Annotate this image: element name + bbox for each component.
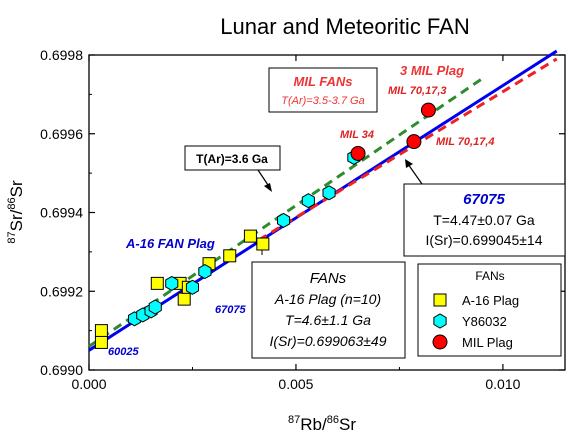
x-axis-ticks: 0.000 0.005 0.010 [71, 55, 521, 392]
box-fans [251, 261, 406, 359]
label-67075-point: 67075 [215, 304, 246, 316]
isochron-line-red [257, 57, 558, 242]
tar-text: T(Ar)=3.6 Ga [196, 152, 268, 166]
y-tick-label: 0.6992 [40, 283, 83, 299]
data-point [243, 229, 257, 243]
legend: FANs A-16 Plag Y86032 MIL Plag [417, 263, 562, 357]
data-point [165, 275, 179, 291]
data-point [322, 185, 336, 201]
mil-fans-title: MIL FANs [294, 74, 353, 89]
x-axis-label: 87Rb/86Sr [288, 414, 356, 434]
x-axis-label-base2: Sr [339, 415, 356, 434]
y-tick-label: 0.6994 [40, 205, 83, 221]
data-point [223, 249, 237, 263]
box-fans-title: FANs [310, 270, 347, 287]
legend-label: MIL Plag [462, 335, 513, 350]
chart-title: Lunar and Meteoritic FAN [220, 14, 469, 39]
box-67075-line1: T=4.47±0.07 Ga [433, 212, 535, 228]
data-point [94, 324, 108, 338]
data-point [420, 102, 436, 118]
y-axis-label-sup1: 87 [6, 231, 18, 243]
box-67075-title: 67075 [463, 191, 505, 208]
y-tick-label: 0.6990 [40, 362, 83, 378]
label-3-mil-plag: 3 MIL Plag [400, 63, 464, 78]
box-fans-line2: T=4.6±1.1 Ga [285, 312, 371, 328]
box-fans-line3: I(Sr)=0.699063±49 [269, 333, 386, 349]
box-fans-line1: A-16 Plag (n=10) [274, 291, 381, 307]
legend-items: A-16 Plag Y86032 MIL Plag [432, 293, 519, 350]
box-67075-arrowhead [405, 159, 413, 168]
label-mil70173: MIL 70,17,3 [388, 85, 447, 97]
data-point [301, 193, 315, 209]
label-mil34: MIL 34 [340, 129, 374, 141]
y-axis-label: 87Sr/86Sr [6, 180, 26, 244]
x-axis-label-sup2: 86 [327, 414, 339, 426]
legend-title: FANs [475, 269, 504, 283]
mil-fans-tar: T(Ar)=3.5-3.7 Ga [281, 95, 364, 107]
label-60025: 60025 [108, 346, 139, 358]
y-tick-label: 0.6998 [40, 47, 83, 63]
y-tick-label: 0.6996 [40, 126, 83, 142]
x-axis-label-base1: Rb/ [300, 415, 327, 434]
data-points [94, 102, 436, 349]
box-67075 [403, 183, 566, 257]
data-point [198, 264, 212, 280]
legend-marker [432, 334, 448, 350]
data-point [256, 237, 270, 251]
y-axis-label-base2: Sr [7, 180, 26, 197]
label-a16-fan-plag: A-16 FAN Plag [125, 236, 215, 251]
y-axis-label-base1: Sr/ [7, 209, 26, 231]
label-mil70174: MIL 70,17,4 [436, 136, 495, 148]
x-tick-label: 0.010 [485, 376, 520, 392]
data-point [177, 292, 191, 306]
box-67075-arrow [407, 163, 423, 185]
box-67075-line2: I(Sr)=0.699045±14 [425, 232, 542, 248]
data-point [350, 145, 366, 161]
legend-label: Y86032 [462, 314, 507, 329]
tar-box [184, 145, 281, 171]
data-point [94, 335, 108, 349]
y-axis-label-sup2: 86 [6, 197, 18, 209]
data-point [277, 212, 291, 228]
legend-marker [433, 293, 447, 307]
legend-marker [433, 313, 447, 329]
y-axis-ticks: 0.6990 0.6992 0.6994 0.6996 0.6998 [40, 47, 565, 378]
data-point [185, 279, 199, 295]
x-tick-label: 0.005 [278, 376, 313, 392]
data-point [148, 299, 162, 315]
legend-label: A-16 Plag [462, 293, 519, 308]
mil-fans-box [268, 67, 378, 113]
data-point [150, 276, 164, 290]
tar-arrowhead [264, 183, 272, 192]
data-point [406, 134, 422, 150]
x-tick-label: 0.000 [71, 376, 106, 392]
x-axis-label-sup1: 87 [288, 414, 300, 426]
